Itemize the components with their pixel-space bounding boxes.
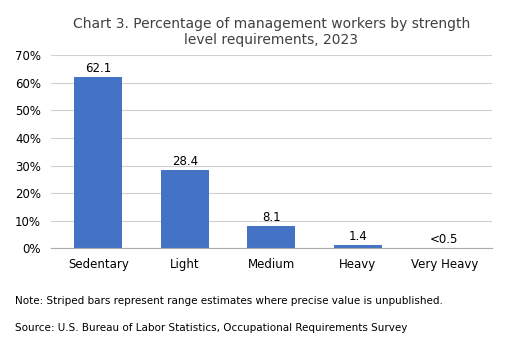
Bar [247, 226, 295, 248]
Title: Chart 3. Percentage of management workers by strength
level requirements, 2023: Chart 3. Percentage of management worker… [73, 17, 470, 47]
Text: 8.1: 8.1 [262, 211, 280, 224]
Text: 1.4: 1.4 [348, 230, 367, 243]
Bar [75, 77, 122, 248]
Text: Source: U.S. Bureau of Labor Statistics, Occupational Requirements Survey: Source: U.S. Bureau of Labor Statistics,… [15, 323, 408, 333]
Bar [334, 245, 382, 248]
Text: 28.4: 28.4 [172, 155, 198, 168]
Text: <0.5: <0.5 [430, 233, 458, 246]
Text: 62.1: 62.1 [85, 62, 112, 75]
Bar [161, 170, 208, 248]
Text: Note: Striped bars represent range estimates where precise value is unpublished.: Note: Striped bars represent range estim… [15, 296, 443, 306]
